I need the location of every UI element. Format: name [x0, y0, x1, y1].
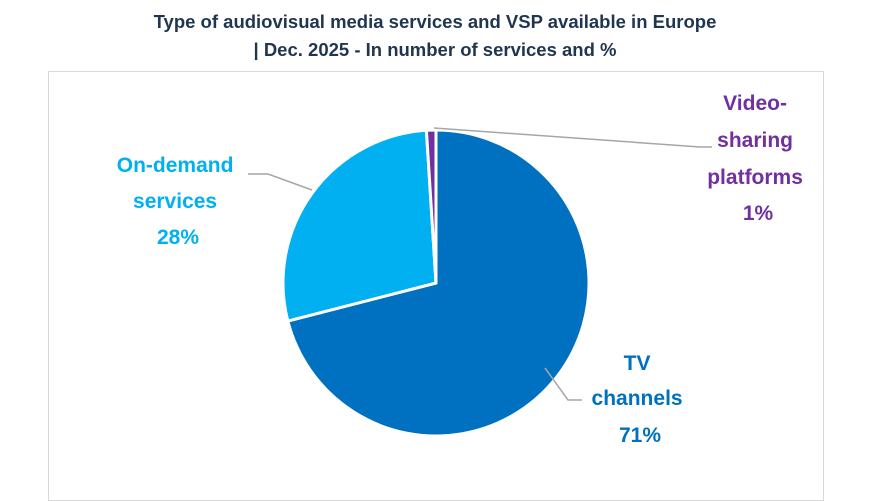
pie-slice-video-sharing-platforms: [424, 128, 438, 285]
label-video-sharing-platforms-line-3: platforms: [707, 166, 803, 189]
chart-title-line-1: Type of audiovisual media services and V…: [153, 11, 717, 32]
pie-chart: TV channels 71% On-demand services 28% V…: [117, 92, 809, 447]
pie-slice-tv-channels: [286, 128, 591, 438]
label-tv-channels-percent: 71%: [619, 424, 661, 447]
label-on-demand-services-line-1: On-demand: [117, 154, 234, 177]
label-on-demand-services: On-demand services 28%: [117, 154, 240, 249]
leader-lines: [248, 127, 712, 401]
pie-slices: [281, 128, 591, 438]
pie-slice-on-demand-services: [281, 128, 438, 323]
label-video-sharing-platforms-line-2: sharing: [717, 129, 793, 152]
label-video-sharing-platforms-line-1: Video-: [723, 92, 787, 115]
label-tv-channels-line-1: TV: [624, 352, 651, 375]
leader-line-on-demand-services: [248, 173, 313, 191]
label-video-sharing-platforms: Video- sharing platforms 1%: [707, 92, 809, 225]
label-on-demand-services-percent: 28%: [157, 226, 199, 249]
label-video-sharing-platforms-percent: 1%: [743, 202, 774, 225]
chart-title-line-2: | Dec. 2025 - In number of services and …: [253, 39, 617, 60]
leader-line-video-sharing-platforms: [433, 127, 712, 148]
label-tv-channels: TV channels 71%: [592, 352, 689, 447]
label-tv-channels-line-2: channels: [592, 387, 683, 410]
leader-line-tv-channels: [544, 367, 582, 401]
label-on-demand-services-line-2: services: [133, 190, 217, 213]
chart-title: Type of audiovisual media services and V…: [0, 8, 870, 64]
